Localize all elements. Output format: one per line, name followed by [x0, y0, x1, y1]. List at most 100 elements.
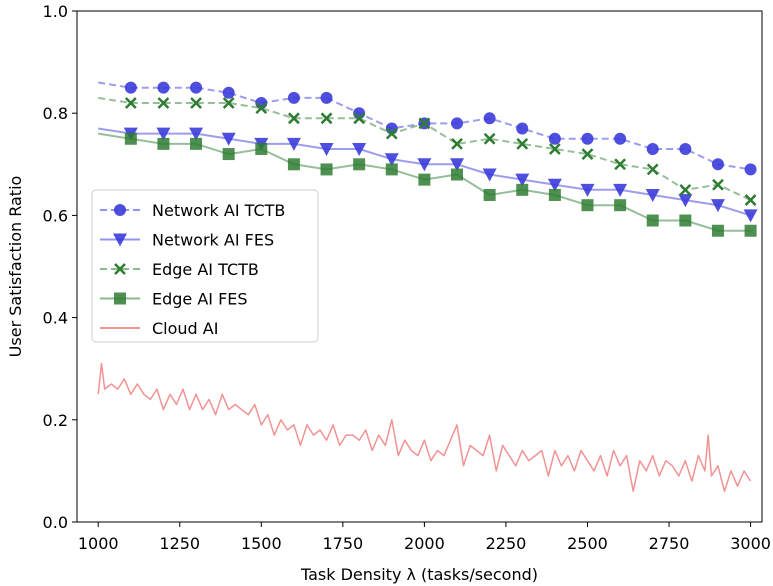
data-point-edge-ai-fes — [483, 188, 496, 201]
data-point-edge-ai-tctb — [483, 132, 496, 145]
data-point-network-ai-tctb — [516, 122, 529, 135]
data-point-edge-ai-tctb — [646, 163, 659, 176]
series-edge-ai-tctb — [98, 96, 757, 206]
data-point-edge-ai-tctb — [190, 97, 202, 109]
legend-label-network-ai-tctb: Network AI TCTB — [152, 201, 285, 220]
legend-label-edge-ai-tctb: Edge AI TCTB — [152, 260, 259, 279]
x-axis-label: Task Density λ (tasks/second) — [300, 565, 538, 584]
legend-box — [91, 189, 319, 343]
data-point-network-ai-fes — [286, 137, 301, 151]
data-point-edge-ai-tctb — [744, 194, 757, 206]
data-point-network-ai-fes — [319, 142, 334, 156]
data-point-edge-ai-tctb — [614, 158, 626, 171]
data-point-edge-ai-tctb — [157, 97, 170, 109]
y-tick-label: 0.8 — [43, 104, 68, 123]
series-network-ai-fes — [98, 127, 758, 223]
data-point-network-ai-tctb — [124, 81, 137, 94]
data-point-edge-ai-tctb — [255, 102, 268, 114]
data-point-network-ai-tctb — [320, 91, 333, 104]
data-point-network-ai-fes — [645, 188, 660, 202]
data-point-edge-ai-fes — [190, 137, 203, 150]
data-point-edge-ai-fes — [418, 173, 431, 186]
data-point-edge-ai-fes — [320, 163, 333, 176]
data-point-network-ai-fes — [743, 209, 758, 223]
data-point-network-ai-fes — [547, 178, 562, 192]
y-tick-label: 0.4 — [43, 309, 68, 328]
x-tick-label: 2500 — [567, 534, 608, 553]
data-point-edge-ai-tctb — [516, 137, 529, 150]
plot-border — [76, 10, 763, 523]
data-point-edge-ai-fes — [516, 183, 529, 196]
y-tick-label: 0.6 — [43, 206, 68, 225]
x-tick-label: 2750 — [649, 534, 690, 553]
data-point-network-ai-fes — [580, 183, 595, 197]
data-point-edge-ai-fes — [287, 158, 300, 171]
data-point-network-ai-fes — [515, 173, 530, 187]
data-point-network-ai-tctb — [679, 142, 692, 155]
data-point-edge-ai-tctb — [385, 127, 398, 140]
data-point-network-ai-tctb — [287, 91, 300, 104]
x-tick-label: 1750 — [322, 534, 363, 553]
data-point-edge-ai-tctb — [124, 97, 137, 109]
ticks-layer: 1000 1250 1500 1750 2000 2250 2500 2750 3000 0.0 0… — [43, 2, 771, 553]
x-tick-label: 3000 — [730, 534, 771, 553]
data-point-network-ai-fes — [384, 153, 399, 167]
data-point-edge-ai-tctb — [288, 112, 300, 125]
data-point-edge-ai-fes — [614, 199, 627, 212]
x-tick-label: 2250 — [486, 534, 527, 553]
data-point-edge-ai-fes — [385, 163, 398, 176]
data-point-edge-ai-fes — [646, 214, 659, 227]
data-point-network-ai-fes — [221, 132, 236, 146]
data-point-network-ai-tctb — [222, 86, 235, 99]
data-point-edge-ai-fes — [581, 199, 594, 212]
data-point-network-ai-fes — [482, 168, 497, 182]
x-tick-label: 1500 — [241, 534, 282, 553]
data-point-edge-ai-fes — [157, 137, 170, 150]
data-point-network-ai-tctb — [581, 132, 594, 145]
data-point-network-ai-tctb — [711, 158, 724, 171]
x-tick-label: 1000 — [78, 534, 119, 553]
legend-marker-edge-ai-fes — [114, 292, 126, 305]
data-point-network-ai-fes — [450, 158, 465, 172]
data-point-edge-ai-tctb — [679, 183, 692, 196]
data-point-network-ai-tctb — [451, 117, 464, 130]
y-tick-label: 1.0 — [43, 2, 68, 21]
data-point-network-ai-tctb — [646, 142, 659, 155]
data-point-network-ai-fes — [189, 127, 204, 141]
data-point-network-ai-fes — [417, 158, 432, 172]
data-point-edge-ai-tctb — [712, 178, 724, 191]
data-point-network-ai-fes — [678, 194, 693, 208]
legend-marker-network-ai-fes — [113, 233, 127, 247]
x-tick-label: 1250 — [159, 534, 200, 553]
data-point-edge-ai-fes — [744, 224, 757, 237]
data-point-network-ai-tctb — [190, 81, 203, 94]
legend-label-network-ai-fes: Network AI FES — [152, 231, 274, 250]
y-axis-label: User Satisfaction Ratio — [6, 176, 25, 358]
y-tick-label: 0.0 — [43, 513, 68, 532]
data-point-edge-ai-fes — [451, 168, 464, 181]
data-point-network-ai-tctb — [614, 132, 627, 145]
data-point-network-ai-tctb — [548, 132, 561, 145]
legend-label-edge-ai-fes: Edge AI FES — [152, 290, 248, 309]
legend-marker-network-ai-tctb — [114, 204, 126, 216]
data-point-network-ai-tctb — [483, 112, 496, 125]
data-point-edge-ai-fes — [124, 132, 137, 145]
data-point-edge-ai-fes — [679, 214, 692, 227]
data-point-network-ai-fes — [613, 183, 628, 197]
data-point-edge-ai-tctb — [222, 97, 235, 109]
legend: Network AI TCTB Network AI FES Edge AI TCT… — [91, 189, 319, 343]
data-point-edge-ai-tctb — [320, 112, 333, 125]
legend-label-cloud-ai: Cloud AI — [152, 319, 218, 338]
data-point-edge-ai-tctb — [581, 148, 594, 160]
data-point-network-ai-tctb — [744, 163, 757, 176]
data-point-edge-ai-fes — [222, 148, 235, 161]
data-point-network-ai-fes — [352, 142, 367, 156]
series-layer — [97, 81, 758, 493]
series-line-cloud-ai — [97, 362, 752, 493]
data-point-edge-ai-fes — [711, 224, 724, 237]
data-point-network-ai-fes — [710, 199, 725, 213]
data-point-edge-ai-tctb — [418, 117, 431, 130]
data-point-edge-ai-tctb — [548, 143, 561, 155]
data-point-edge-ai-fes — [353, 158, 366, 171]
